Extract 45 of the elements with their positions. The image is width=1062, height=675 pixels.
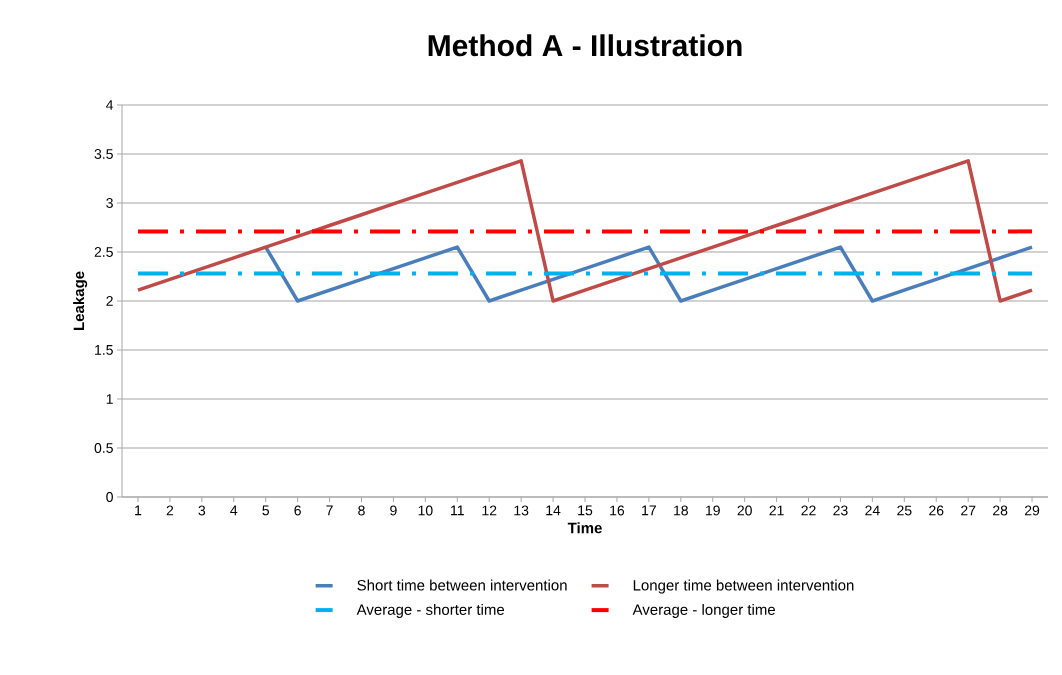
x-tick-label: 19: [706, 505, 720, 516]
y-tick-label: 1.5: [95, 345, 113, 355]
chart-title: Method A - Illustration: [428, 34, 742, 57]
x-tick-label: 13: [514, 505, 529, 516]
x-tick-label: 26: [929, 505, 944, 516]
legend-label: Average - longer time: [632, 603, 776, 618]
x-tick-label: 29: [1024, 505, 1040, 516]
x-tick-label: 9: [390, 505, 397, 516]
y-tick-label: 1: [106, 394, 113, 404]
legend-label: Average - shorter time: [356, 603, 505, 618]
x-tick-label: 5: [262, 505, 270, 516]
y-tick-label: 4: [106, 100, 114, 110]
x-tick-label: 27: [961, 505, 976, 516]
x-tick-label: 10: [418, 505, 433, 516]
x-axis-title: Time: [567, 522, 602, 534]
x-tick-label: 12: [482, 505, 497, 516]
x-tick-label: 7: [326, 505, 333, 516]
y-tick-label: 0.5: [94, 443, 113, 453]
x-tick-label: 2: [166, 505, 174, 516]
x-tick-label: 4: [230, 505, 238, 516]
y-tick-label: 2.5: [94, 247, 113, 257]
x-tick-label: 23: [833, 505, 848, 516]
legend-label: Short time between intervention: [357, 579, 567, 591]
x-tick-label: 22: [801, 505, 816, 516]
x-tick-label: 3: [198, 505, 206, 516]
x-tick-label: 15: [578, 505, 593, 516]
x-tick-label: 18: [674, 505, 688, 516]
legend-label: Longer time between intervention: [633, 579, 854, 594]
y-tick-label: 3.5: [94, 149, 113, 159]
x-tick-label: 11: [451, 505, 464, 516]
x-tick-label: 17: [642, 505, 656, 516]
x-tick-label: 8: [358, 505, 365, 516]
x-tick-label: 14: [546, 505, 561, 516]
x-tick-label: 20: [737, 505, 752, 516]
x-tick-label: 25: [897, 505, 912, 516]
y-tick-label: 3: [106, 198, 113, 208]
y-tick-label: 0: [106, 492, 113, 502]
x-tick-label: 16: [610, 505, 625, 516]
x-tick-label: 1: [135, 505, 142, 516]
x-tick-label: 6: [294, 505, 301, 516]
y-axis-title: Leakage: [73, 271, 88, 330]
x-tick-label: 28: [993, 505, 1008, 516]
x-tick-label: 24: [865, 505, 880, 516]
x-tick-label: 21: [769, 505, 784, 516]
y-tick-label: 2: [106, 296, 113, 306]
